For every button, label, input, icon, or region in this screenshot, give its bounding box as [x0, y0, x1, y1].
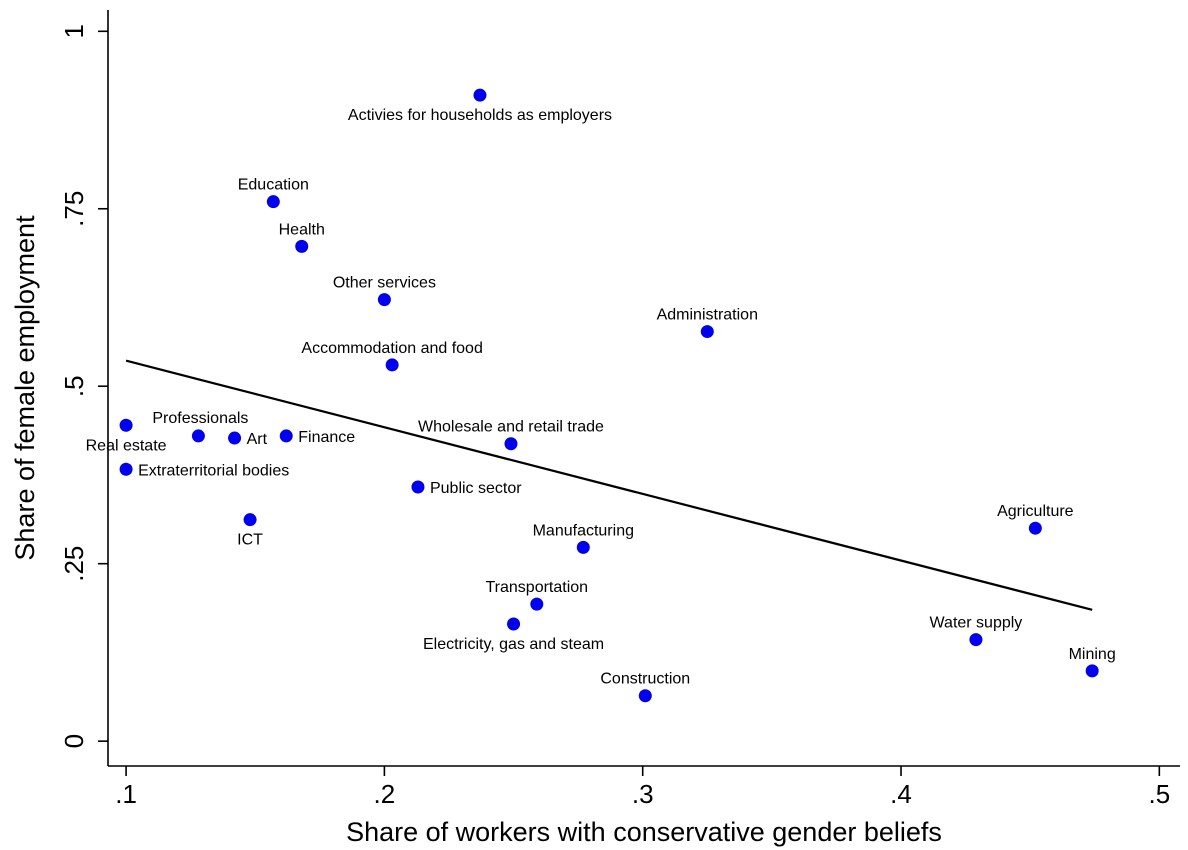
- data-points: Activies for households as employers Educ…: [86, 88, 1116, 703]
- data-point-label: Construction: [600, 671, 690, 688]
- data-point-label: Agriculture: [997, 503, 1074, 520]
- data-point-label: Real estate: [86, 437, 167, 454]
- data-point-label: Finance: [298, 429, 355, 446]
- data-point: [1028, 521, 1042, 535]
- data-point-label: Health: [279, 221, 325, 238]
- data-point: [411, 480, 425, 494]
- data-point: [266, 195, 280, 209]
- y-tick-label: .5: [59, 375, 89, 397]
- data-point: [377, 293, 391, 307]
- data-point-label: Wholesale and retail trade: [418, 419, 604, 436]
- data-point: [473, 88, 487, 102]
- data-point-label: Accommodation and food: [301, 340, 482, 357]
- y-tick-label: 1: [59, 24, 89, 38]
- x-tick-label: .2: [374, 779, 396, 809]
- data-point-label: Professionals: [152, 410, 248, 427]
- data-point-label: ICT: [237, 532, 263, 549]
- data-point-label: Education: [238, 177, 309, 194]
- x-tick-label: .3: [632, 779, 654, 809]
- data-point-label: Art: [247, 431, 268, 448]
- y-axis-title: Share of female employment: [10, 215, 40, 561]
- data-point-label: Water supply: [930, 615, 1023, 632]
- data-point-label: Electricity, gas and steam: [423, 636, 604, 653]
- data-point: [530, 597, 544, 611]
- data-point-label: Transportation: [486, 579, 589, 596]
- data-point-label: Public sector: [430, 480, 522, 497]
- x-ticks: .1 .2 .3 .4 .5: [115, 766, 1170, 809]
- x-tick-label: .5: [1148, 779, 1170, 809]
- data-point: [504, 437, 518, 451]
- x-tick-label: .1: [115, 779, 137, 809]
- data-point: [700, 325, 714, 339]
- x-axis-title: Share of workers with conservative gende…: [346, 817, 942, 847]
- data-point: [385, 358, 399, 372]
- y-tick-label: 0: [59, 734, 89, 748]
- data-point-label: Activies for households as employers: [348, 107, 612, 124]
- data-point: [243, 513, 257, 527]
- data-point: [969, 633, 983, 647]
- data-point: [228, 431, 242, 445]
- data-point-label: Manufacturing: [533, 522, 634, 539]
- fit-line: [125, 359, 1093, 611]
- x-tick-label: .4: [890, 779, 912, 809]
- data-point: [295, 239, 309, 253]
- axes: [107, 10, 1180, 767]
- y-tick-label: .75: [59, 191, 89, 227]
- data-point-label: Mining: [1069, 646, 1116, 663]
- y-ticks: 0 .25 .5 .75 1: [59, 24, 108, 748]
- data-point: [638, 689, 652, 703]
- data-point: [191, 429, 205, 443]
- data-point-label: Extraterritorial bodies: [138, 462, 289, 479]
- y-tick-label: .25: [59, 546, 89, 582]
- data-point: [507, 617, 521, 631]
- data-point-label: Administration: [657, 307, 758, 324]
- data-point: [576, 540, 590, 554]
- data-point: [119, 462, 133, 476]
- data-point-label: Other services: [333, 275, 436, 292]
- data-point: [1085, 664, 1099, 678]
- data-point: [279, 429, 293, 443]
- data-point: [119, 418, 133, 432]
